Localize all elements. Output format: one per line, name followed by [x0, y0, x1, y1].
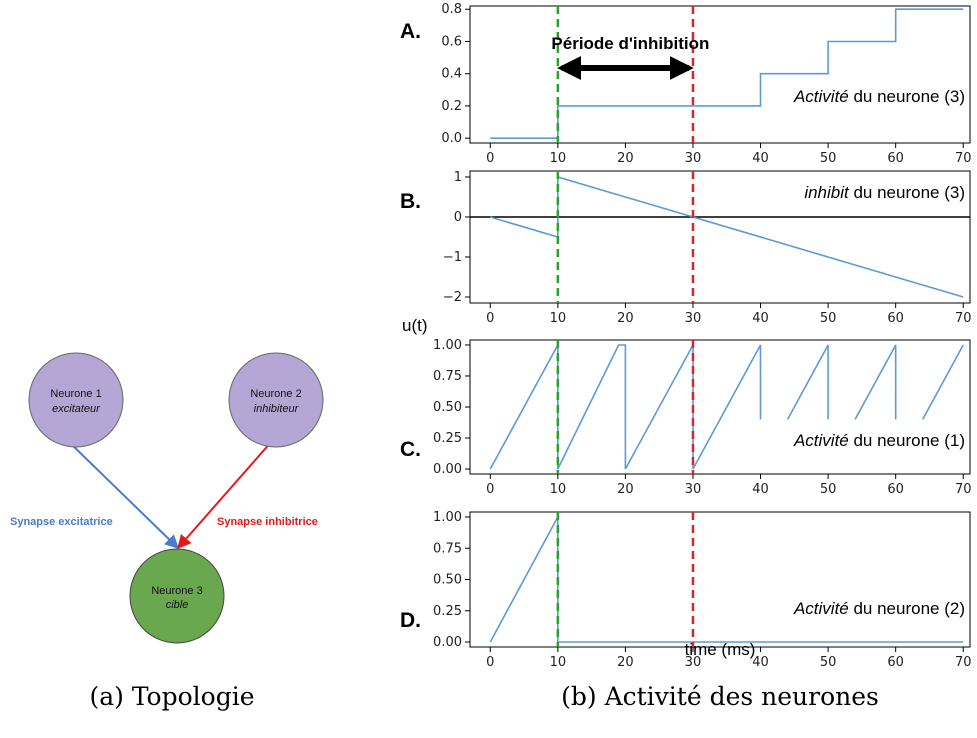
panel-letter: B. [400, 190, 421, 213]
x-tick-label: 50 [820, 311, 837, 326]
inhibition-period-label: Période d'inhibition [551, 34, 709, 53]
inhibitory-synapse-label: Synapse inhibitrice [217, 516, 318, 528]
y-tick-label: 1 [454, 170, 462, 185]
x-tick-label: 0 [486, 151, 494, 166]
y-tick-label: 1.00 [433, 510, 462, 525]
inhibitory-synapse-edge [177, 440, 273, 550]
neuron-2-role: inhibiteur [254, 403, 300, 415]
x-tick-label: 30 [685, 655, 702, 670]
neuron-3-node [129, 548, 225, 644]
x-tick-label: 70 [955, 482, 972, 497]
x-axis-label: time (ms) [685, 640, 756, 659]
y-tick-label: 0.25 [433, 604, 462, 619]
series-line [489, 516, 964, 643]
y-tick-label: 0.75 [433, 369, 462, 384]
y-tick-label: −2 [443, 290, 462, 305]
x-tick-label: 40 [752, 655, 769, 670]
neuron-1-node [28, 352, 124, 448]
x-tick-label: 60 [887, 482, 904, 497]
y-tick-label: −1 [443, 250, 462, 265]
panel-annotation: Activité du neurone (2) [793, 599, 965, 618]
panel-3: C. 0.00 0.25 0.50 0.75 1.00 0 10 20 30 40 50 60 70 Act… [400, 338, 972, 497]
series-line [490, 8, 964, 139]
series-line [490, 175, 964, 298]
y-tick-label: 0.00 [433, 462, 462, 477]
x-tick-label: 60 [887, 151, 904, 166]
x-tick-label: 50 [820, 482, 837, 497]
excitatory-synapse-edge [67, 440, 180, 549]
y-tick-label: 0.4 [441, 67, 462, 82]
x-tick-label: 0 [486, 655, 494, 670]
neuron-2-node [228, 352, 324, 448]
activity-charts: A.0.00.20.40.60.80 10 20 30 40 50 60 70Activité… [400, 2, 972, 670]
panel-annotation: Activité du neurone (1) [793, 431, 965, 450]
x-tick-label: 0 [486, 482, 494, 497]
panel-letter: D. [400, 609, 421, 632]
panel-letter: C. [400, 438, 421, 461]
neuron-1-name: Neurone 1 [50, 388, 101, 400]
panel-1: A. 0.0 0.2 0.4 0.6 0.8 0 10 20 30 40 50 60 70 Activité… [400, 2, 972, 166]
panel-annotation: inhibit du neurone (3) [804, 183, 965, 202]
y-tick-label: 0.0 [441, 131, 462, 146]
x-tick-label: 40 [752, 311, 769, 326]
y-tick-label: 0 [454, 210, 462, 225]
y-tick-label: 0.2 [441, 99, 462, 114]
x-tick-label: 20 [617, 655, 634, 670]
x-tick-label: 30 [685, 151, 702, 166]
y-tick-label: 0.25 [433, 431, 462, 446]
topology-diagram: Neurone 1 excitateur Neurone 2 inhibiteu… [10, 352, 324, 644]
neuron-3-name: Neurone 3 [151, 585, 202, 597]
x-tick-label: 50 [820, 655, 837, 670]
y-tick-label: 0.8 [441, 2, 462, 17]
excitatory-synapse-label: Synapse excitatrice [10, 516, 113, 528]
x-tick-label: 70 [955, 151, 972, 166]
x-tick-label: 10 [550, 655, 567, 670]
series-line [489, 344, 762, 470]
panel-letter: A. [400, 20, 421, 43]
panel-4: D. 0.00 0.25 0.50 0.75 1.00 0 10 20 30 40 50 60 70 Act… [400, 510, 972, 670]
x-tick-label: 70 [955, 311, 972, 326]
series-line [786, 344, 829, 420]
series-line [921, 344, 964, 420]
panel-annotation: Activité du neurone (3) [793, 87, 965, 106]
shared-y-axis-label: u(t) [402, 316, 428, 335]
x-tick-label: 20 [617, 151, 634, 166]
neuron-2-name: Neurone 2 [250, 388, 301, 400]
x-tick-label: 60 [887, 311, 904, 326]
plot-frame [469, 511, 971, 648]
caption-activity: (b) Activité des neurones [561, 682, 879, 711]
x-tick-label: 20 [617, 311, 634, 326]
plot-frame [469, 170, 971, 304]
x-tick-label: 30 [685, 482, 702, 497]
neuron-3-role: cible [166, 599, 189, 611]
x-tick-label: 10 [550, 311, 567, 326]
x-tick-label: 10 [550, 151, 567, 166]
x-tick-label: 30 [685, 311, 702, 326]
x-tick-label: 40 [752, 151, 769, 166]
y-tick-label: 0.6 [441, 34, 462, 49]
y-tick-label: 0.75 [433, 541, 462, 556]
y-tick-label: 1.00 [433, 338, 462, 353]
x-tick-label: 10 [550, 482, 567, 497]
x-tick-label: 20 [617, 482, 634, 497]
y-tick-label: 0.50 [433, 400, 462, 415]
x-tick-label: 50 [820, 151, 837, 166]
caption-topology: (a) Topologie [89, 682, 254, 711]
y-tick-label: 0.00 [433, 635, 462, 650]
series-line [854, 344, 897, 420]
x-tick-label: 60 [887, 655, 904, 670]
x-tick-label: 70 [955, 655, 972, 670]
neuron-1-role: excitateur [52, 403, 101, 415]
plot-frame [469, 5, 971, 144]
x-tick-label: 40 [752, 482, 769, 497]
x-tick-label: 0 [486, 311, 494, 326]
y-tick-label: 0.50 [433, 573, 462, 588]
